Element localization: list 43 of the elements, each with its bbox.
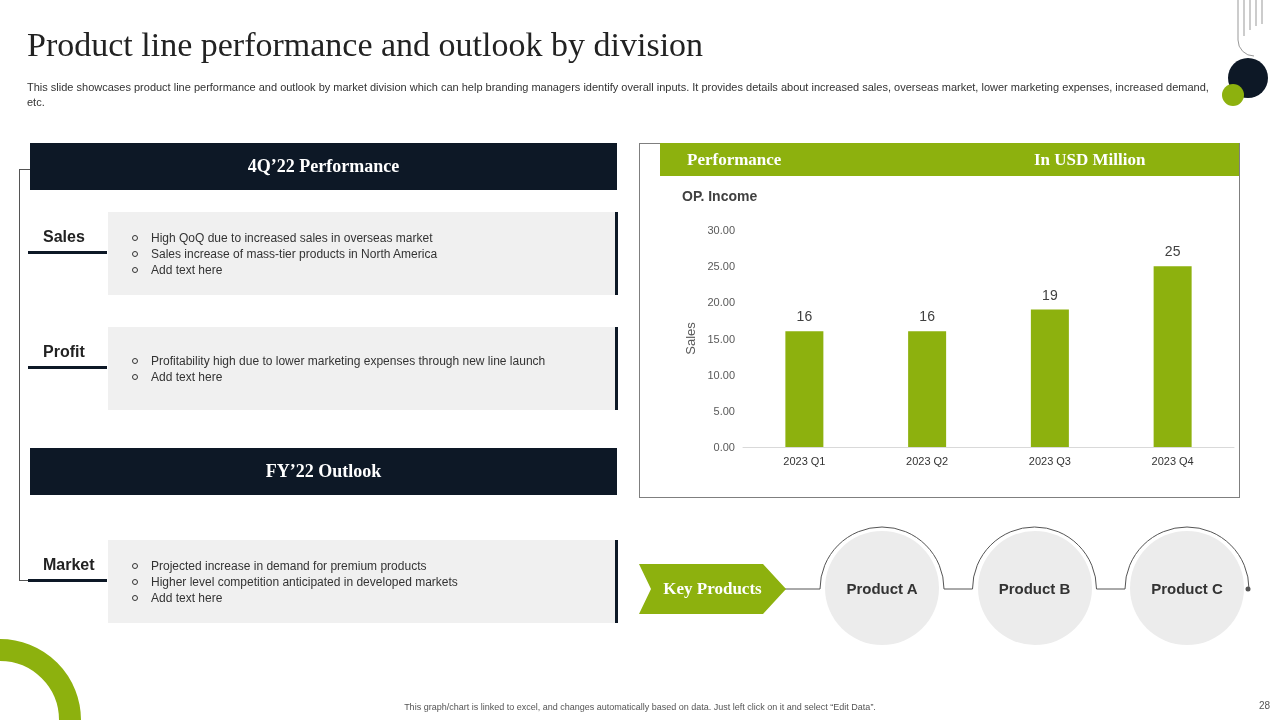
text: Add text here — [151, 261, 223, 278]
bar — [908, 331, 947, 447]
text: Profit — [43, 343, 85, 361]
text: Sales — [43, 228, 85, 246]
category-label: Product C — [1130, 531, 1244, 645]
category-label: Product B — [977, 531, 1092, 645]
y-axis-title: Sales — [682, 321, 698, 355]
y-tick-label: 0.00 — [713, 441, 735, 453]
chart-subtitle: In USD Million — [1034, 150, 1146, 170]
text: Market — [43, 556, 95, 574]
text: This graph/chart is linked to excel, and changes automatically based on data. Just left click on it and select “Edit Data”. — [403, 702, 877, 712]
text: 4Q’22 Performance — [30, 143, 617, 190]
y-tick-label: 25.00 — [707, 260, 735, 273]
bar — [785, 331, 824, 447]
text: This slide showcases product line performance and outlook by market division which can help branding managers identify overall inputs. It provides details about increased sales, overseas market, lower marketing expenses, increased demand, etc. — [27, 80, 1210, 110]
text: Add text here — [151, 368, 223, 385]
x-tick-label: 2023 Q1 — [783, 454, 826, 467]
y-tick-label: 5.00 — [713, 404, 735, 417]
y-tick-label: 20.00 — [707, 296, 735, 309]
category-label: Product A — [825, 531, 939, 645]
x-tick-label: 2023 Q4 — [1151, 454, 1194, 467]
data-label: 16 — [796, 308, 813, 325]
x-tick-label: 2023 Q3 — [1028, 454, 1071, 467]
chart-title: Performance — [687, 150, 782, 170]
text: Profitability high due to lower marketing expenses through new line launch — [151, 352, 546, 369]
text: Product line performance and outlook by division — [27, 26, 705, 64]
y-tick-label: 15.00 — [707, 332, 735, 345]
x-tick-label: 2023 Q2 — [906, 454, 949, 467]
bar — [1030, 309, 1069, 447]
y-tick-label: 30.00 — [707, 224, 735, 236]
data-label: 25 — [1164, 243, 1181, 260]
text: High QoQ due to increased sales in overseas market — [151, 229, 433, 246]
text: Sales increase of mass-tier products in North America — [151, 245, 438, 262]
text: Higher level competition anticipated in developed markets — [151, 573, 458, 590]
text: Add text here — [151, 589, 223, 606]
y-tick-label: 10.00 — [707, 368, 735, 381]
data-label: 19 — [1042, 286, 1058, 303]
bar — [1153, 266, 1192, 447]
text: Projected increase in demand for premium products — [151, 557, 427, 574]
text: OP. Income — [682, 188, 758, 204]
data-label: 16 — [919, 308, 936, 325]
text: FY’22 Outlook — [30, 448, 617, 495]
text: 28 — [1257, 700, 1270, 711]
